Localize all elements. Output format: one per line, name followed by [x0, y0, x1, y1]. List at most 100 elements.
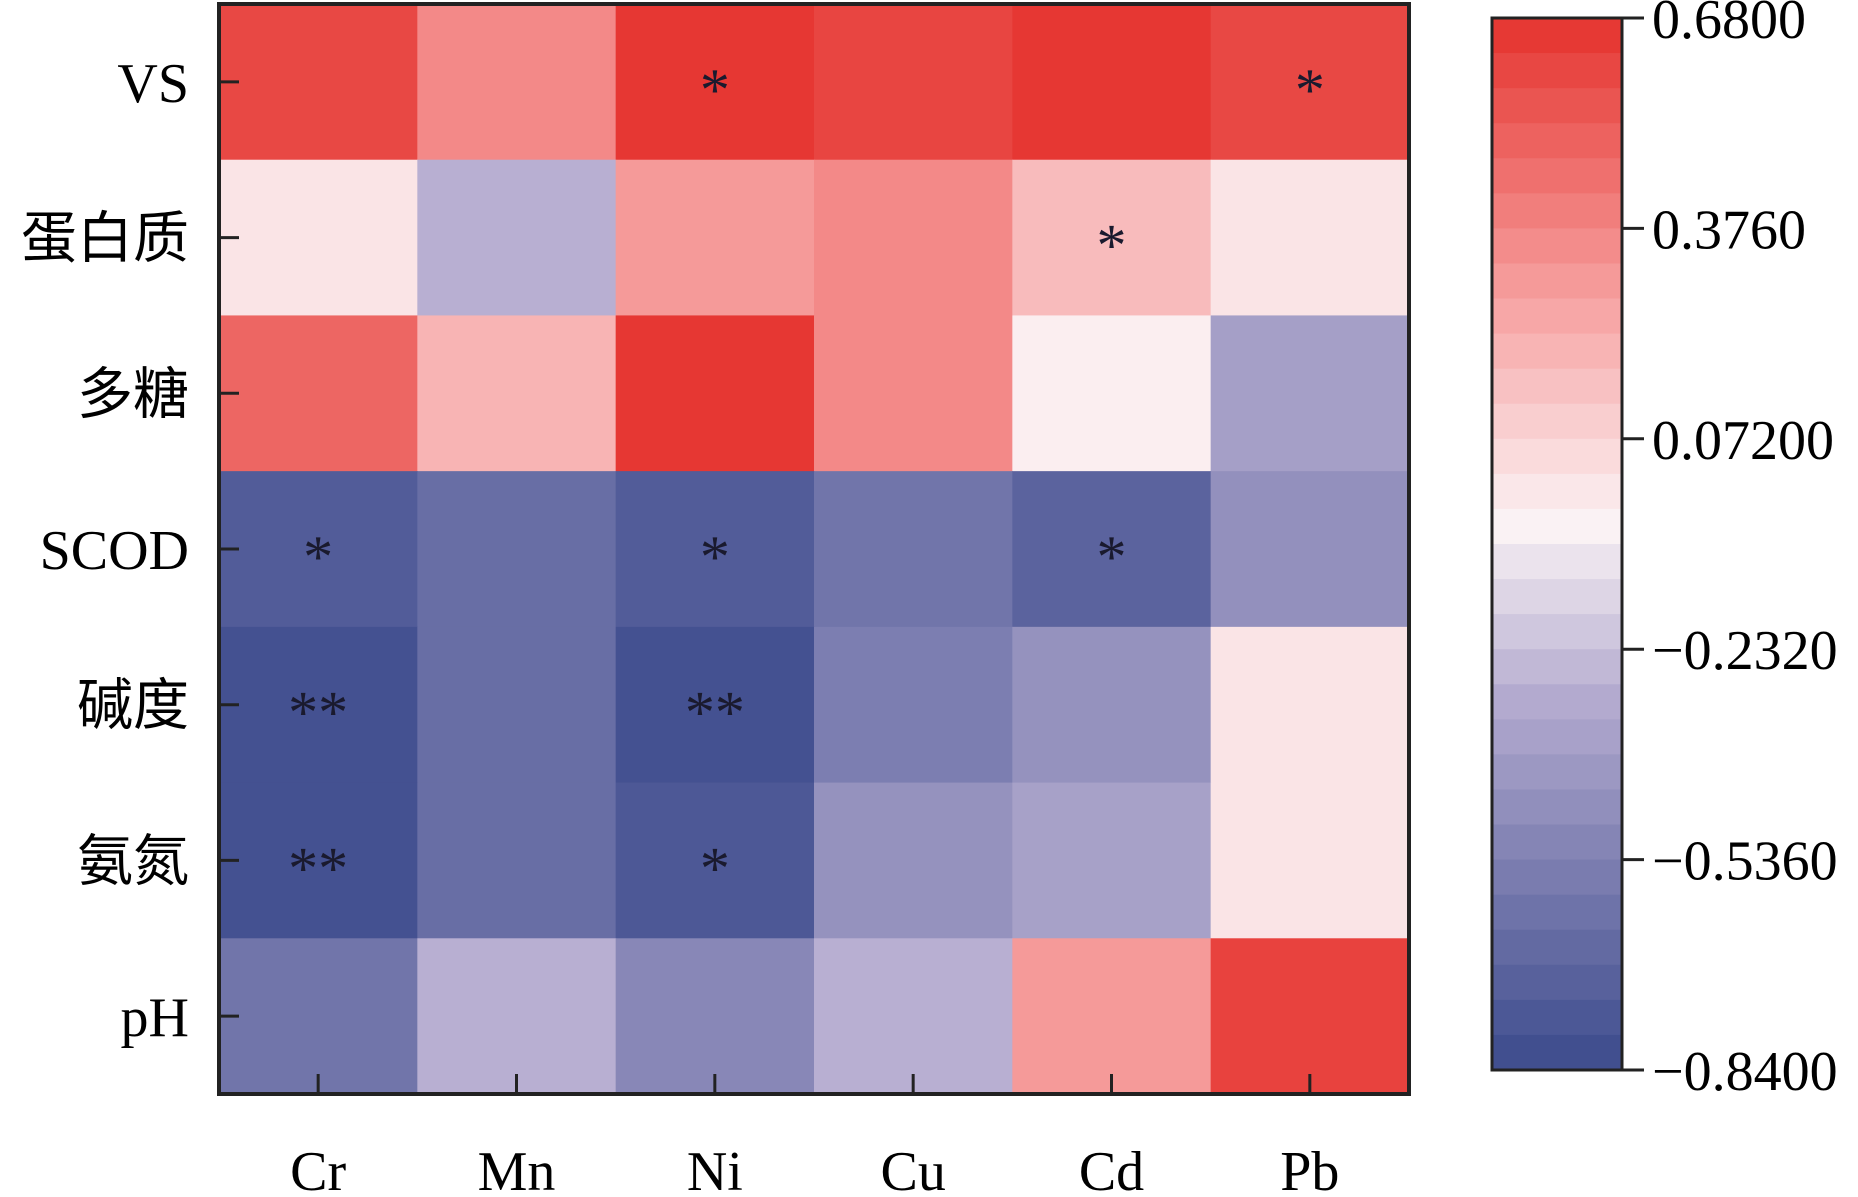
x-axis: Cr Mn Ni Cu Cd Pb	[290, 1074, 1339, 1197]
colorbar-segment	[1492, 859, 1622, 896]
colorbar-segment	[1492, 53, 1622, 89]
heatmap-cell	[1210, 938, 1410, 1095]
colorbar-segment	[1492, 508, 1622, 545]
heatmap-cell	[814, 626, 1013, 784]
heatmap-cell	[1210, 4, 1410, 161]
heatmap-cell	[417, 626, 617, 784]
heatmap-cell	[417, 4, 617, 161]
colorbar-tick-label: −0.2320	[1652, 620, 1838, 682]
colorbar-segment	[1492, 158, 1622, 194]
significance-mark: *	[700, 57, 730, 123]
heatmap-cell	[219, 159, 418, 317]
colorbar-segment	[1492, 824, 1622, 861]
x-tick-label: Pb	[1280, 1141, 1339, 1197]
colorbar-segment	[1492, 614, 1622, 650]
heatmap-cell	[814, 938, 1013, 1095]
heatmap-cell	[814, 4, 1013, 161]
y-tick-label: VS	[117, 53, 189, 115]
colorbar-segment	[1492, 88, 1622, 124]
heatmap-cell	[814, 159, 1013, 317]
significance-mark: *	[700, 835, 730, 901]
significance-mark: *	[700, 524, 730, 590]
heatmap-cell	[1012, 471, 1212, 628]
significance-mark: *	[1295, 57, 1325, 123]
heatmap-cell	[615, 782, 815, 939]
colorbar-segment	[1492, 754, 1622, 791]
y-tick-label: 氨氮	[77, 831, 189, 893]
heatmap-cell	[1012, 4, 1212, 161]
heatmap-cell	[417, 782, 617, 939]
colorbar-segment	[1492, 719, 1622, 755]
colorbar-tick-label: −0.5360	[1652, 831, 1838, 893]
heatmap-cell	[417, 315, 617, 472]
colorbar: 0.6800 0.3760 0.07200 −0.2320 −0.5360 −0.8400	[1490, 0, 1838, 1103]
heatmap-cell	[615, 938, 815, 1095]
heatmap-cell	[1210, 782, 1410, 939]
heatmap-cell	[219, 4, 418, 161]
heatmap-cell	[417, 159, 617, 317]
colorbar-segment	[1492, 333, 1622, 370]
heatmap-cell	[1210, 471, 1410, 628]
heatmap-cell	[615, 626, 815, 784]
colorbar-tick-label: −0.8400	[1652, 1041, 1838, 1103]
y-tick-label: 多糖	[77, 364, 189, 426]
significance-mark: **	[288, 680, 348, 746]
colorbar-segment	[1492, 298, 1622, 335]
colorbar-segment	[1492, 123, 1622, 159]
heatmap-cell	[1210, 626, 1410, 784]
x-tick-label: Cd	[1079, 1141, 1144, 1197]
heatmap-cell	[1012, 782, 1212, 939]
heatmap-cell	[615, 471, 815, 628]
colorbar-segment	[1492, 964, 1622, 1001]
colorbar-segment	[1492, 1034, 1622, 1071]
colorbar-segment	[1492, 473, 1622, 510]
significance-mark: *	[1097, 524, 1127, 590]
colorbar-segment	[1492, 999, 1622, 1036]
x-tick-label: Cr	[290, 1141, 346, 1197]
heatmap-cell	[1012, 938, 1212, 1095]
colorbar-segment	[1492, 368, 1622, 405]
heatmap-cell	[219, 471, 418, 628]
y-tick-label: 蛋白质	[21, 209, 189, 271]
colorbar-segment	[1492, 228, 1622, 265]
colorbar-tick-label: 0.6800	[1652, 0, 1806, 51]
heatmap-cell	[219, 782, 418, 939]
heatmap-cell	[1210, 159, 1410, 317]
x-tick-label: Mn	[478, 1141, 556, 1197]
heatmap-cell	[219, 626, 418, 784]
heatmap-cell	[1012, 626, 1212, 784]
heatmap-cell	[1210, 315, 1410, 472]
heatmap-cell	[814, 315, 1013, 472]
heatmap-cell	[1012, 159, 1212, 317]
heatmap-cell	[417, 471, 617, 628]
colorbar-segment	[1492, 894, 1622, 931]
significance-mark: **	[685, 680, 745, 746]
colorbar-segment	[1492, 684, 1622, 720]
x-tick-label: Cu	[880, 1141, 945, 1197]
y-tick-label: pH	[121, 987, 189, 1049]
heatmap-cell	[615, 315, 815, 472]
heatmap-cell	[615, 159, 815, 317]
colorbar-segment	[1492, 263, 1622, 300]
colorbar-segment	[1492, 18, 1622, 54]
x-tick-label: Ni	[687, 1141, 743, 1197]
heatmap-cell	[814, 471, 1013, 628]
significance-mark: *	[303, 524, 333, 590]
heatmap-cell	[219, 938, 418, 1095]
heatmap-cell	[1012, 315, 1212, 472]
colorbar-segment	[1492, 544, 1622, 580]
heatmap-cell	[615, 4, 815, 161]
y-tick-label: 碱度	[77, 676, 189, 738]
colorbar-frame	[1490, 16, 1624, 1072]
colorbar-segment	[1492, 579, 1622, 615]
significance-marks: * *** * *** **** *	[288, 57, 1325, 902]
significance-mark: **	[288, 835, 348, 901]
colorbar-tick-label: 0.3760	[1652, 199, 1806, 261]
y-tick-label: SCOD	[40, 520, 189, 582]
colorbar-segment	[1492, 438, 1622, 475]
heatmap-cell	[814, 782, 1013, 939]
colorbar-segment	[1492, 193, 1622, 229]
significance-mark: *	[1097, 213, 1127, 279]
